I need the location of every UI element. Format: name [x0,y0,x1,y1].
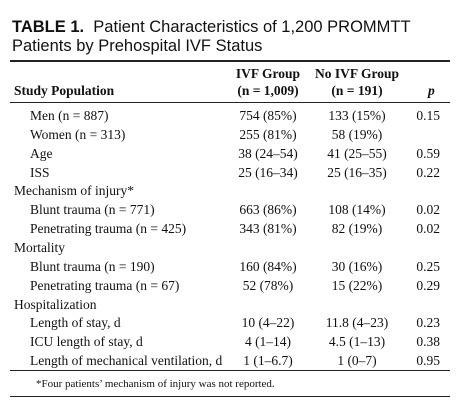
cell: 343 (81%) [239,221,297,237]
cell: 108 (14%) [328,202,386,218]
cell: 160 (84%) [239,258,297,274]
cell: 82 (19%) [331,221,383,237]
p-value: 0.95 [416,353,440,369]
row-label: Length of mechanical ventilation, d [30,353,223,369]
p-value: 0.02 [416,202,440,218]
cell: 58 (19%) [331,126,383,142]
row-label: Length of stay, d [30,315,121,331]
row-label: Blunt trauma (n = 771) [30,202,155,218]
title-text: Patient Characteristics of 1,200 PROMMTT… [12,18,411,55]
cell: 52 (78%) [242,277,294,293]
cell: 754 (85%) [239,108,297,123]
row-label: Penetrating trauma (n = 425) [30,221,187,237]
column-header: IVF Group [235,66,301,81]
p-value: 0.38 [416,334,440,350]
cell: 663 (86%) [239,202,297,218]
cell: 25 (16–34) [238,164,298,180]
row-label: Blunt trauma (n = 190) [30,258,155,274]
rule [10,102,450,103]
p-value: 0.25 [416,258,440,274]
column-header: p [428,83,435,98]
p-value: 0.29 [416,277,440,293]
footnote: *Four patients’ mechanism of injury was … [36,378,275,390]
row-label: Men (n = 887) [30,108,109,123]
rule [10,370,450,371]
section-label: Mechanism of injury* [14,183,134,199]
row-label: ISS [30,164,50,180]
cell: 4.5 (1–13) [328,334,386,350]
p-value: 0.23 [416,315,440,331]
cell: 30 (16%) [331,258,383,274]
column-header: No IVF Group [314,66,399,81]
table-number: TABLE 1. [12,18,85,36]
p-value: 0.59 [416,145,440,161]
cell: 4 (1–14) [244,334,292,350]
cell: 133 (15%) [328,108,386,123]
cell: 25 (16–35) [327,164,387,180]
column-header: Study Population [14,83,115,98]
section-label: Hospitalization [14,296,97,312]
cell: 11.8 (4–23) [325,315,389,331]
rule [10,396,450,397]
p-value: 0.02 [416,221,440,237]
column-header: (n = 1,009) [237,83,299,98]
cell: 41 (25–55) [327,145,387,161]
table-title: TABLE 1. Patient Characteristics of 1,20… [12,18,448,56]
column-header: (n = 191) [331,83,383,98]
cell: 10 (4–22) [241,315,295,331]
cell: 1 (0–7) [337,353,377,369]
p-value: 0.15 [416,108,440,123]
cell: 1 (1–6.7) [243,353,293,369]
cell: 15 (22%) [331,277,383,293]
cell: 255 (81%) [239,126,297,142]
row-label: Age [30,145,53,161]
p-value: 0.22 [416,164,440,180]
cell: 38 (24–54) [238,145,298,161]
section-label: Mortality [14,239,65,255]
row-label: Women (n = 313) [30,126,126,142]
row-label: Penetrating trauma (n = 67) [30,277,180,293]
rule [10,60,450,62]
row-label: ICU length of stay, d [30,334,143,350]
